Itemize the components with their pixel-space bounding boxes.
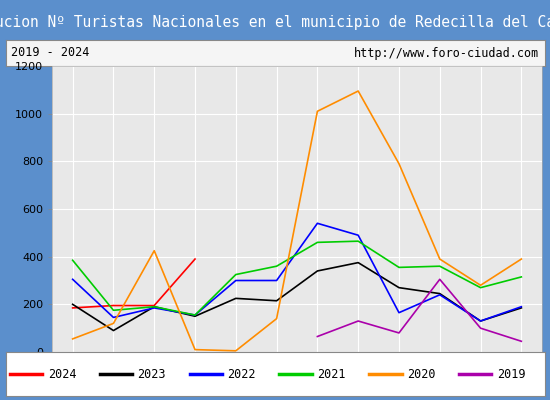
Text: 2022: 2022 (227, 368, 256, 380)
Text: http://www.foro-ciudad.com: http://www.foro-ciudad.com (354, 46, 539, 60)
Text: Evolucion Nº Turistas Nacionales en el municipio de Redecilla del Camino: Evolucion Nº Turistas Nacionales en el m… (0, 14, 550, 30)
Text: 2021: 2021 (317, 368, 346, 380)
Text: 2019 - 2024: 2019 - 2024 (11, 46, 89, 60)
Text: 2024: 2024 (48, 368, 76, 380)
Text: 2019: 2019 (497, 368, 525, 380)
Text: 2020: 2020 (407, 368, 436, 380)
Text: 2023: 2023 (138, 368, 166, 380)
